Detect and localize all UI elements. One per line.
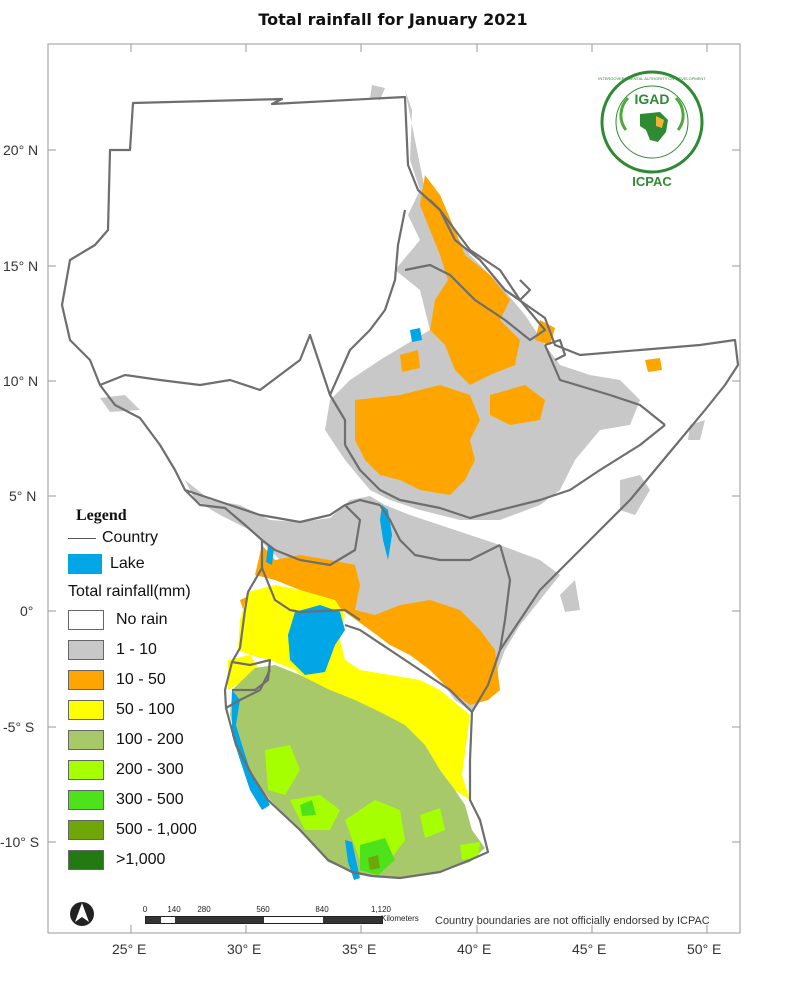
border-uganda-south: [260, 567, 361, 621]
legend-lake: Lake: [68, 549, 268, 579]
north-arrow-icon: [70, 902, 94, 926]
legend-class-label: 1 - 10: [116, 641, 157, 658]
igad-emblem-icon: IGAD INTERGOVERNMENTAL AUTHORITY ON DEVE…: [598, 70, 706, 174]
scale-label: 1,120: [370, 905, 392, 914]
map-title: Total rainfall for January 2021: [258, 10, 528, 29]
y-tick-label: -10° S: [0, 834, 39, 850]
border-ethiopia-south: [344, 424, 666, 520]
logo-ring-text: INTERGOVERNMENTAL AUTHORITY ON DEVELOPME…: [598, 76, 706, 81]
rainfall-10-50-areas: [240, 175, 662, 705]
rainfall-500-1000-areas: [368, 855, 380, 870]
rainfall-100-200-areas: [230, 665, 485, 878]
legend-swatch: [68, 610, 104, 630]
y-tick-label: -5° S: [3, 719, 34, 735]
legend-swatch: [68, 760, 104, 780]
legend-class: 300 - 500: [68, 785, 268, 815]
y-tick-label: 0°: [20, 603, 33, 619]
scale-label: 280: [197, 905, 211, 914]
scale-label: 560: [256, 905, 270, 914]
x-tick-label: 40° E: [457, 941, 491, 957]
scale-bar-segments: [145, 916, 383, 924]
x-tick-label: 30° E: [227, 941, 261, 957]
legend-swatch: [68, 820, 104, 840]
scale-label: 140: [167, 905, 181, 914]
legend-class-label: 500 - 1,000: [116, 821, 197, 838]
x-tick-label: 35° E: [342, 941, 376, 957]
border-tanzania-west: [225, 669, 271, 709]
scale-unit: Kilometers: [381, 914, 419, 923]
legend-swatch: [68, 850, 104, 870]
x-tick-label: 50° E: [687, 941, 721, 957]
lake-tana: [410, 328, 422, 342]
legend: Legend Country Lake Total rainfall(mm) N…: [68, 507, 268, 875]
legend-swatch: [68, 700, 104, 720]
legend-country-label: Country: [102, 529, 159, 546]
lake-albert: [266, 545, 274, 565]
border-kenya-somalia: [498, 544, 512, 651]
legend-class: 50 - 100: [68, 695, 268, 725]
legend-class-label: 100 - 200: [116, 731, 184, 748]
legend-class: 1 - 10: [68, 635, 268, 665]
legend-class-label: 10 - 50: [116, 671, 166, 688]
legend-class-label: >1,000: [116, 851, 166, 868]
legend-class: >1,000: [68, 845, 268, 875]
legend-class: 500 - 1,000: [68, 815, 268, 845]
country-line-icon: [68, 537, 96, 539]
scale-label: 840: [315, 905, 329, 914]
border-eritrea: [404, 199, 547, 342]
scale-label: 0: [142, 905, 148, 914]
legend-country: Country: [68, 527, 268, 549]
legend-swatch: [68, 730, 104, 750]
legend-class-label: 50 - 100: [116, 701, 175, 718]
legend-swatch: [68, 670, 104, 690]
legend-swatch: [68, 790, 104, 810]
y-tick-label: 20° N: [3, 142, 38, 158]
legend-swatch: [68, 640, 104, 660]
border-somalia-coast: [504, 279, 532, 302]
legend-class: 100 - 200: [68, 725, 268, 755]
legend-class: No rain: [68, 605, 268, 635]
legend-rainfall-title: Total rainfall(mm): [68, 583, 191, 600]
legend-lake-label: Lake: [110, 555, 145, 572]
border-sudan-ethiopia: [328, 209, 407, 396]
disclaimer: Country boundaries are not officially en…: [435, 915, 710, 927]
y-tick-label: 5° N: [9, 488, 36, 504]
igad-icpac-logo: IGAD INTERGOVERNMENTAL AUTHORITY ON DEVE…: [596, 70, 708, 194]
logo-acronym: IGAD: [635, 91, 670, 107]
legend-class-label: 200 - 300: [116, 761, 184, 778]
border-ethiopia-somalia: [543, 344, 666, 426]
y-tick-label: 10° N: [3, 373, 38, 389]
border-kenya-tanzania: [344, 623, 473, 713]
x-tick-label: 25° E: [112, 941, 146, 957]
legend-class-label: 300 - 500: [116, 791, 184, 808]
logo-org: ICPAC: [632, 174, 672, 189]
x-tick-label: 45° E: [572, 941, 606, 957]
y-tick-label: 15° N: [3, 258, 38, 274]
country-borders: [60, 95, 740, 880]
lake-swatch: [68, 554, 102, 574]
legend-title: Legend: [76, 507, 127, 524]
border-uganda: [261, 504, 362, 567]
lake-victoria: [288, 605, 345, 675]
legend-class-label: No rain: [116, 611, 168, 628]
grid-ticks: [48, 44, 740, 933]
legend-class: 200 - 300: [68, 755, 268, 785]
border-south-sudan-south: [184, 488, 381, 524]
legend-class: 10 - 50: [68, 665, 268, 695]
lake-malawi: [345, 840, 360, 880]
border-kenya-north: [379, 504, 501, 562]
border-djibouti: [544, 338, 567, 361]
